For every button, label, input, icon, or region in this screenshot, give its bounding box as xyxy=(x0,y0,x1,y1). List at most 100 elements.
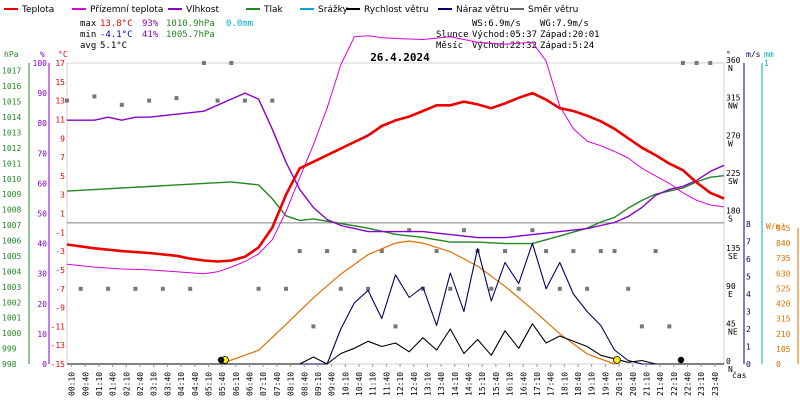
stats-min-temp: -4.1°C xyxy=(100,30,133,40)
wind-tick-label: 7 xyxy=(746,238,751,247)
wind-direction-point xyxy=(133,286,138,291)
solar-tick-label: 0 xyxy=(776,360,781,369)
direction-tick-label: 0 xyxy=(726,357,731,366)
stats-max-temp: 13.8°C xyxy=(100,19,133,29)
axes: 1017101610151014101310121011101010091008… xyxy=(2,56,799,396)
pressure-tick-label: 1002 xyxy=(2,298,21,307)
stats-block: max 13.8°C 93% 1010.9hPa 0.0mm min -4.1°… xyxy=(80,19,600,51)
time-tick-label: 13:10 xyxy=(423,372,432,396)
wind-direction-point xyxy=(92,94,97,99)
pressure-line xyxy=(66,175,725,245)
direction-tick-label: 135 xyxy=(726,244,741,253)
temperature-tick-label: -15 xyxy=(51,360,66,369)
wind-direction-point xyxy=(557,286,562,291)
time-tick-label: 00:40 xyxy=(81,372,90,396)
wind-tick-label: 8 xyxy=(746,220,751,229)
direction-compass-label: NW xyxy=(728,102,738,111)
time-tick-label: 08:10 xyxy=(287,372,296,396)
direction-compass-label: NE xyxy=(728,327,738,336)
temperature-tick-label: 17 xyxy=(55,59,65,68)
solar-tick-label: 840 xyxy=(776,239,791,248)
time-tick-label: 22:10 xyxy=(670,372,679,396)
wind-tick-label: 5 xyxy=(746,273,751,282)
stats-sun-label: Slunce xyxy=(436,30,469,40)
wind-direction-point xyxy=(448,286,453,291)
time-tick-label: 18:40 xyxy=(574,372,583,396)
temperature-tick-label: 5 xyxy=(60,172,65,181)
time-tick-label: 11:40 xyxy=(382,372,391,396)
sunset-marker xyxy=(613,356,621,364)
time-tick-label: 19:40 xyxy=(601,372,610,396)
wind-direction-point xyxy=(215,98,220,103)
stats-min-humidity: 41% xyxy=(142,30,159,40)
time-tick-label: 13:40 xyxy=(437,372,446,396)
wind-direction-point xyxy=(489,286,494,291)
moonrise-marker xyxy=(677,356,685,364)
wind-direction-point xyxy=(311,324,316,329)
pressure-tick-label: 1009 xyxy=(2,190,21,199)
time-tick-label: 14:10 xyxy=(451,372,460,396)
temperature-tick-label: 13 xyxy=(55,97,65,106)
wind-direction-point xyxy=(393,324,398,329)
time-axis-title: čas xyxy=(732,370,747,380)
pressure-tick-label: 1008 xyxy=(2,206,21,215)
direction-compass-label: N xyxy=(728,365,733,374)
wind-direction-point xyxy=(338,286,343,291)
time-tick-label: 08:40 xyxy=(300,372,309,396)
time-tick-label: 02:40 xyxy=(136,372,145,396)
temperature-tick-label: -1 xyxy=(55,228,65,237)
legend-label-5: Srážky xyxy=(318,5,349,15)
pressure-tick-label: 1004 xyxy=(2,267,21,276)
time-tick-label: 16:40 xyxy=(519,372,528,396)
wind-direction-point xyxy=(242,98,247,103)
wind-tick-label: 6 xyxy=(746,255,751,264)
time-tick-label: 15:40 xyxy=(492,372,501,396)
humidity-tick-label: 10 xyxy=(37,330,47,339)
wind-direction-point xyxy=(188,286,193,291)
legend-label-6: Rychlost větru xyxy=(364,5,429,15)
time-tick-label: 10:10 xyxy=(341,372,350,396)
wind-direction-point xyxy=(420,286,425,291)
pressure-tick-label: 999 xyxy=(2,345,17,354)
wind-direction-point xyxy=(270,98,275,103)
stats-moonset: Západ:5:24 xyxy=(540,41,594,51)
time-tick-label: 20:10 xyxy=(615,372,624,396)
direction-axis-title: ° xyxy=(726,50,731,59)
wind-direction-point xyxy=(147,98,152,103)
time-tick-label: 03:10 xyxy=(150,372,159,396)
humidity-tick-label: 100 xyxy=(33,59,48,68)
stats-max-label: max xyxy=(80,19,97,29)
wind-gust-line xyxy=(67,242,724,365)
wind-direction-point xyxy=(434,249,439,254)
stats-moon-label: Měsíc xyxy=(436,41,463,51)
pressure-tick-label: 1006 xyxy=(2,237,21,246)
direction-compass-label: N xyxy=(728,64,733,73)
solar-tick-label: 315 xyxy=(776,315,791,324)
temperature-tick-label: -11 xyxy=(51,322,66,331)
time-tick-label: 05:40 xyxy=(218,372,227,396)
temperature-tick-label: -5 xyxy=(55,266,65,275)
stats-sunrise: Východ:05:37 xyxy=(472,30,537,40)
wind-direction-point xyxy=(160,286,165,291)
time-tick-label: 11:10 xyxy=(369,372,378,396)
wind-direction-point xyxy=(530,228,535,233)
wind-direction-point xyxy=(653,249,658,254)
wind-direction-point xyxy=(174,96,179,101)
direction-tick-label: 360 xyxy=(726,56,741,65)
time-tick-label: 06:10 xyxy=(232,372,241,396)
wind-direction-point xyxy=(544,249,549,254)
time-tick-label: 07:10 xyxy=(259,372,268,396)
time-tick-label: 01:40 xyxy=(109,372,118,396)
time-tick-label: 20:40 xyxy=(629,372,638,396)
legend-label-1: Teplota xyxy=(21,5,54,15)
wind-direction-point xyxy=(106,286,111,291)
stats-avg-label: avg xyxy=(80,41,96,51)
solar-tick-label: 105 xyxy=(776,345,791,354)
time-tick-label: 06:40 xyxy=(246,372,255,396)
wind-tick-label: 3 xyxy=(746,308,751,317)
humidity-tick-label: 0 xyxy=(42,360,47,369)
solar-tick-label: 420 xyxy=(776,300,791,309)
legend-label-4: Tlak xyxy=(263,5,284,15)
temperature-axis-title: °C xyxy=(58,50,68,59)
